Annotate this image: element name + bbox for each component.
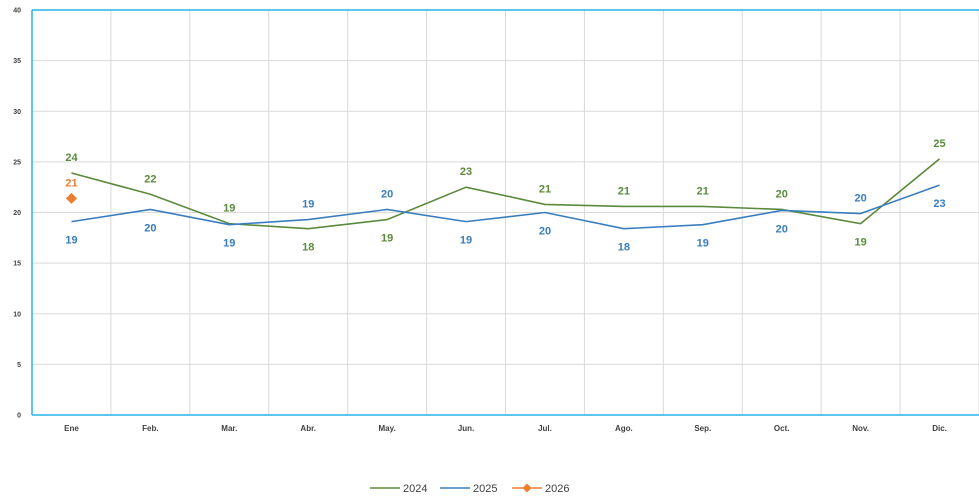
series-line-2025 (71, 184, 940, 230)
x-tick-label-jun: Jun. (458, 424, 474, 433)
data-label-2024-oct: 20 (776, 188, 788, 200)
x-tick-label-ene: Ene (64, 424, 79, 433)
y-tick-label-20: 20 (13, 210, 21, 217)
legend-label-2025: 2025 (473, 483, 497, 495)
series-marker-2026-0 (65, 192, 77, 204)
data-label-2024-dic: 25 (933, 138, 945, 150)
series-lines (65, 158, 941, 230)
data-label-2024-mar: 19 (223, 203, 235, 215)
x-tick-label-ago: Ago. (615, 424, 633, 433)
data-label-2025-nov: 20 (855, 193, 867, 205)
y-tick-label-30: 30 (13, 109, 21, 116)
data-label-2025-sep: 19 (697, 238, 709, 250)
y-tick-label-0: 0 (17, 413, 21, 420)
data-label-2024-nov: 19 (855, 237, 867, 249)
data-label-2025-feb: 20 (144, 222, 156, 234)
y-tick-label-40: 40 (13, 8, 21, 15)
data-labels: 24 22 19 18 19 23 21 21 21 20 19 25 19 20 19 19 20 19 20 18… (65, 138, 945, 254)
axes (31, 9, 979, 416)
x-tick-label-may: May. (379, 424, 396, 433)
legend-label-2026: 2026 (545, 483, 569, 495)
y-axis-tick-labels: 0 5 10 15 20 25 30 35 40 (13, 8, 21, 420)
legend: 2024 2025 2026 (370, 483, 569, 495)
x-tick-label-jul: Jul. (538, 424, 552, 433)
data-label-2024-jun: 23 (460, 166, 472, 178)
x-tick-label-oct: Oct. (774, 424, 790, 433)
legend-label-2024: 2024 (403, 483, 427, 495)
y-tick-label-25: 25 (13, 159, 21, 166)
data-label-2024-ene: 24 (65, 152, 78, 164)
data-label-2025-ene: 19 (65, 235, 77, 247)
series-line-2024 (71, 158, 941, 230)
x-tick-label-dic: Dic. (932, 424, 947, 433)
x-tick-label-mar: Mar. (221, 424, 237, 433)
x-tick-label-abr: Abr. (300, 424, 316, 433)
data-label-2025-may: 20 (381, 188, 393, 200)
data-label-2024-may: 19 (381, 233, 393, 245)
x-tick-label-nov: Nov. (852, 424, 869, 433)
data-label-2024-sep: 21 (697, 185, 709, 197)
x-tick-label-feb: Feb. (142, 424, 158, 433)
y-tick-label-10: 10 (13, 311, 21, 318)
data-label-2025-jul: 20 (539, 226, 551, 238)
legend-marker-2026 (522, 483, 532, 493)
x-tick-label-sep: Sep. (694, 424, 711, 433)
y-tick-label-35: 35 (13, 58, 21, 65)
data-label-2025-mar: 19 (223, 238, 235, 250)
data-label-2025-jun: 19 (460, 235, 472, 247)
data-label-2024-jul: 21 (539, 183, 551, 195)
data-label-2024-ago: 21 (618, 185, 630, 197)
data-label-2025-oct: 20 (776, 223, 788, 235)
data-label-2025-dic: 23 (933, 198, 945, 210)
data-label-2025-abr: 19 (302, 199, 314, 211)
x-axis-tick-labels: Ene Feb. Mar. Abr. May. Jun. Jul. Ago. Sep. Oct. N… (64, 424, 947, 433)
data-label-2026-ene: 21 (65, 177, 77, 189)
y-tick-label-5: 5 (17, 362, 21, 369)
y-tick-label-15: 15 (13, 261, 21, 268)
data-label-2024-feb: 22 (144, 173, 156, 185)
data-label-2024-abr: 18 (302, 242, 314, 254)
data-label-2025-ago: 18 (618, 242, 630, 254)
